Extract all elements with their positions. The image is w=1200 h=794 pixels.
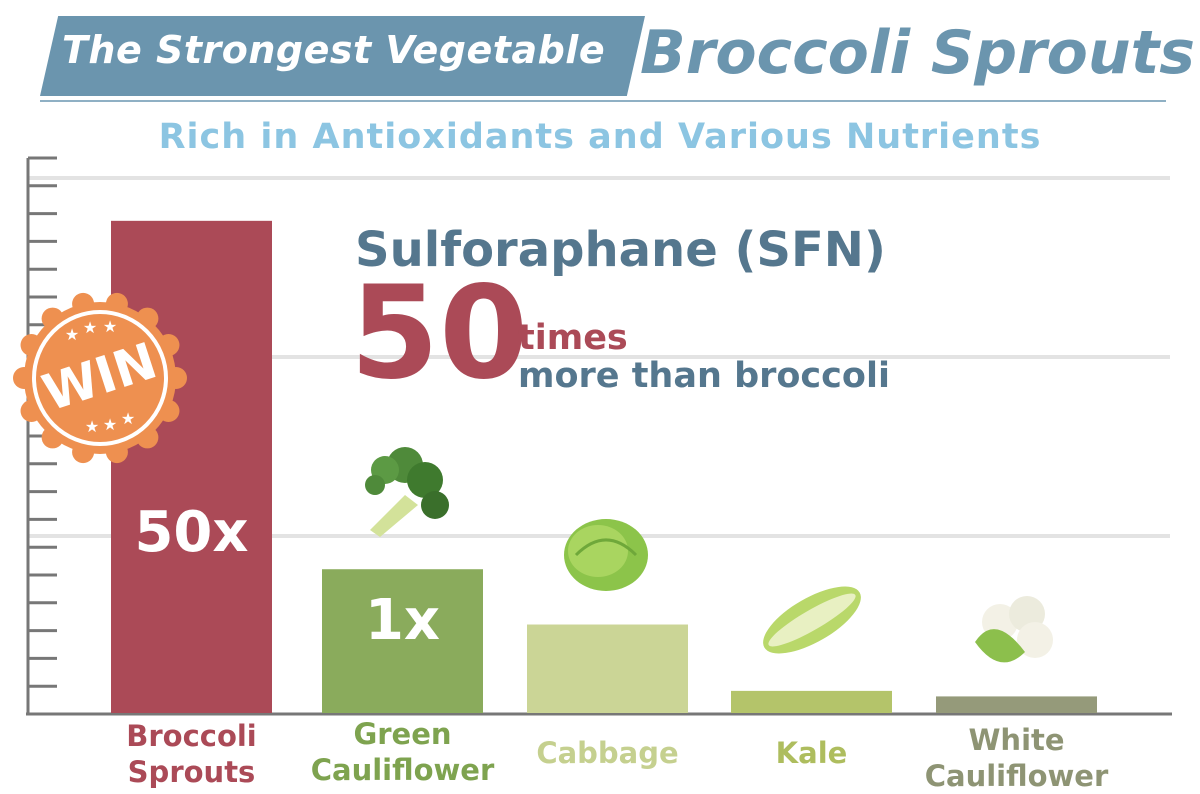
category-label-1: Green Cauliflower	[310, 717, 495, 787]
title-divider	[40, 100, 1166, 102]
multiplier-number: 50	[350, 259, 529, 408]
bar-4	[936, 696, 1097, 713]
multiplier-unit: times	[518, 318, 628, 358]
compound-label: Sulforaphane (SFN)	[355, 222, 886, 278]
category-label-0: Broccoli Sprouts	[126, 719, 257, 789]
bar-2	[527, 624, 688, 713]
data-label-0: 50x	[134, 500, 249, 565]
category-label-4: White Cauliflower	[924, 723, 1109, 793]
comparison-text: more than broccoli	[518, 356, 890, 396]
category-label-2: Cabbage	[536, 736, 679, 770]
title-banner	[40, 16, 645, 96]
subtitle: Rich in Antioxidants and Various Nutrien…	[158, 117, 1042, 157]
category-label-3: Kale	[775, 736, 848, 770]
bar-3	[731, 690, 892, 713]
bar-1	[322, 569, 483, 713]
banner-text: The Strongest Vegetable	[62, 28, 606, 72]
data-label-1: 1x	[364, 588, 441, 653]
bar-0	[111, 220, 272, 713]
page-title: Broccoli Sprouts	[640, 18, 1195, 88]
